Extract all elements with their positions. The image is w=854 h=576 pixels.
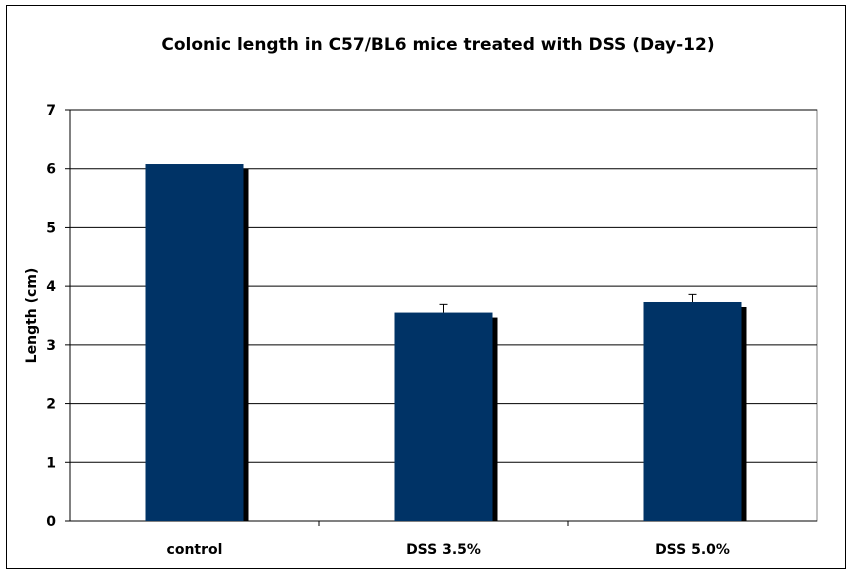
y-tick-label: 0 — [46, 514, 56, 530]
x-tick-label: DSS 3.5% — [406, 542, 481, 558]
bar-dss-5-0- — [643, 301, 742, 521]
chart-frame — [6, 5, 846, 569]
bar-control — [145, 164, 244, 521]
y-tick-label: 5 — [46, 220, 56, 236]
y-tick-label: 4 — [46, 279, 56, 295]
y-tick-label: 2 — [46, 397, 56, 413]
x-tick-label: DSS 5.0% — [655, 542, 730, 558]
y-axis-label: Length (cm) — [24, 268, 40, 364]
y-tick-label: 6 — [46, 162, 56, 178]
chart-title: Colonic length in C57/BL6 mice treated w… — [161, 35, 714, 55]
y-tick-label: 3 — [46, 338, 56, 354]
bar-dss-3-5- — [394, 312, 493, 521]
y-tick-label: 1 — [46, 455, 56, 471]
plot-area: 0 1 2 3 4 5 6 7 control DSS 3.5% DSS 5.0% — [46, 103, 818, 558]
y-tick-label: 7 — [46, 103, 56, 119]
x-tick-label: control — [167, 542, 223, 558]
